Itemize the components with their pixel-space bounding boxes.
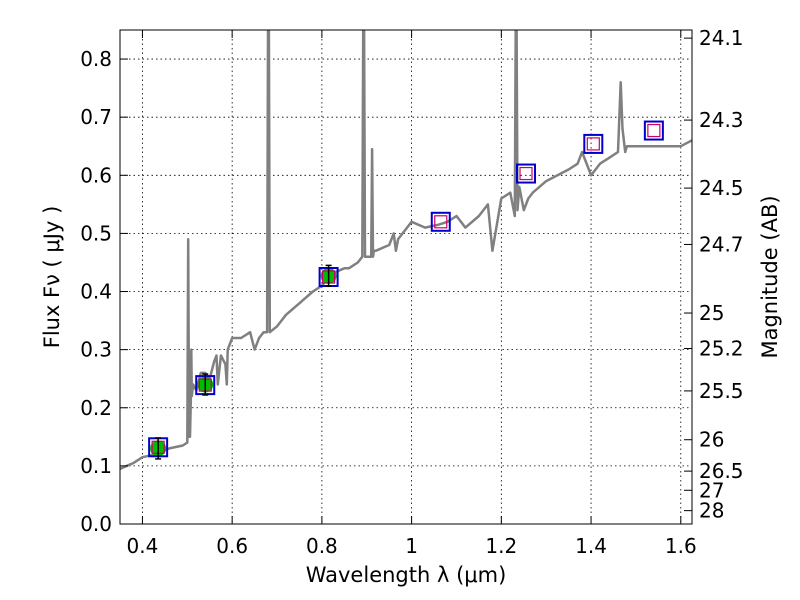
y2-tick-label: 24.1	[699, 26, 744, 50]
x-tick-label: 0.8	[306, 534, 338, 558]
series-layer	[120, 30, 692, 470]
y-axis-label: Flux Fν ( μJy )	[40, 206, 64, 349]
x-tick-label: 1	[405, 534, 418, 558]
y2-tick-label: 28	[699, 499, 724, 523]
x-tick-label: 1.6	[665, 534, 697, 558]
y-tick-label: 0.5	[80, 221, 112, 245]
y-tick-label: 0.4	[80, 280, 112, 304]
y-tick-label: 0.7	[80, 105, 112, 129]
x-tick-label: 0.4	[127, 534, 159, 558]
y-tick-label: 0.8	[80, 47, 112, 71]
model-photometry-inner	[647, 123, 661, 138]
y2-tick-label: 25	[699, 301, 724, 325]
grid-lines	[120, 30, 692, 525]
y-tick-label: 0.0	[80, 512, 112, 536]
y2-tick-label: 24.5	[699, 176, 744, 200]
y-tick-label: 0.2	[80, 396, 112, 420]
x-tick-label: 0.6	[216, 534, 248, 558]
marker-layer	[148, 120, 664, 460]
model-photometry-square	[430, 211, 451, 232]
y2-tick-label: 27	[699, 478, 724, 502]
plot-frame	[119, 29, 693, 525]
x-tick-label: 1.4	[575, 534, 607, 558]
x-tick-label: 1.2	[485, 534, 517, 558]
y2-tick-label: 25.2	[699, 336, 744, 360]
model-photometry-inner	[434, 215, 448, 229]
model-photometry-square	[583, 133, 604, 154]
tick-layer: 0.4 0.6 0.8 1 1.2 1.4 1.6 0.0 0.1 0.2 0.3 0.4 0.5 0.6…	[80, 26, 743, 558]
model-photometry-inner	[519, 166, 533, 181]
y2-axis-label: Magnitude (AB)	[758, 195, 782, 358]
y-tick-label: 0.3	[80, 338, 112, 362]
model-photometry-square	[516, 163, 537, 184]
sed-line	[120, 30, 692, 470]
y2-tick-label: 24.3	[699, 108, 744, 132]
y2-tick-label: 25.5	[699, 379, 744, 403]
y2-tick-label: 26.5	[699, 459, 744, 483]
x-axis-label: Wavelength λ (μm)	[306, 563, 507, 587]
y-tick-label: 0.1	[80, 454, 112, 478]
y-tick-label: 0.6	[80, 163, 112, 187]
model-photometry-square	[643, 120, 664, 141]
y2-tick-label: 26	[699, 428, 724, 452]
model-photometry-inner	[586, 137, 600, 151]
y2-tick-label: 24.7	[699, 232, 744, 256]
